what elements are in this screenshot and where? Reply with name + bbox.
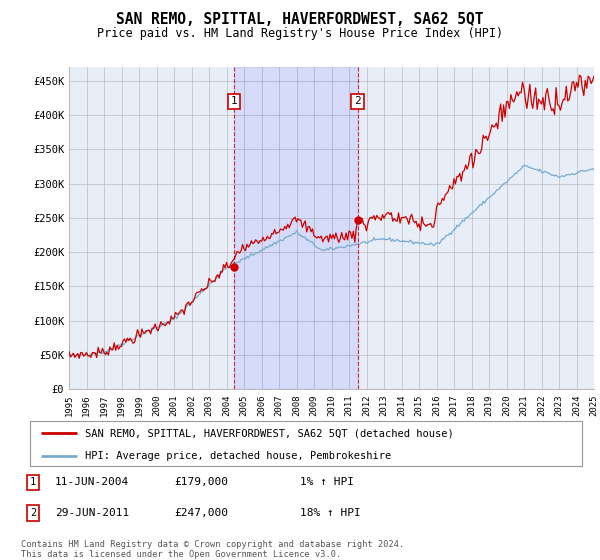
Text: 1% ↑ HPI: 1% ↑ HPI — [300, 477, 354, 487]
Text: £179,000: £179,000 — [174, 477, 228, 487]
Text: £247,000: £247,000 — [174, 508, 228, 518]
Text: SAN REMO, SPITTAL, HAVERFORDWEST, SA62 5QT (detached house): SAN REMO, SPITTAL, HAVERFORDWEST, SA62 5… — [85, 428, 454, 438]
Bar — [234, 67, 358, 389]
Text: 2: 2 — [30, 508, 36, 518]
Text: 1: 1 — [231, 96, 238, 106]
Text: 11-JUN-2004: 11-JUN-2004 — [55, 477, 130, 487]
Text: Price paid vs. HM Land Registry's House Price Index (HPI): Price paid vs. HM Land Registry's House … — [97, 27, 503, 40]
Text: SAN REMO, SPITTAL, HAVERFORDWEST, SA62 5QT: SAN REMO, SPITTAL, HAVERFORDWEST, SA62 5… — [116, 12, 484, 27]
Text: 18% ↑ HPI: 18% ↑ HPI — [300, 508, 361, 518]
Text: 2: 2 — [354, 96, 361, 106]
Text: Contains HM Land Registry data © Crown copyright and database right 2024.
This d: Contains HM Land Registry data © Crown c… — [21, 540, 404, 559]
Text: 29-JUN-2011: 29-JUN-2011 — [55, 508, 130, 518]
Text: HPI: Average price, detached house, Pembrokeshire: HPI: Average price, detached house, Pemb… — [85, 451, 391, 461]
Text: 1: 1 — [30, 477, 36, 487]
